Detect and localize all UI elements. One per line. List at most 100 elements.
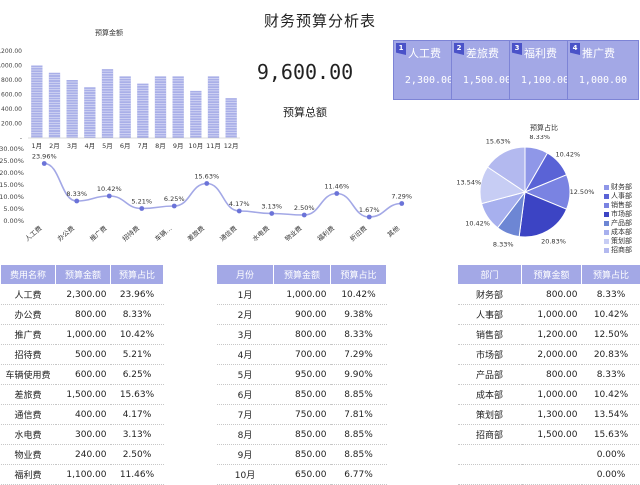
expense-ratio-cell[interactable]: 23.96% [111, 285, 164, 305]
dept-ratio-cell[interactable]: 12.50% [582, 325, 640, 345]
month-amount-cell[interactable]: 650.00 [274, 465, 331, 485]
dept-ratio-cell[interactable]: 0.00% [582, 445, 640, 465]
expense-amount-cell[interactable]: 240.00 [56, 445, 111, 465]
expense-amount-cell[interactable]: 400.00 [56, 405, 111, 425]
column-header[interactable]: 预算占比 [111, 265, 164, 285]
dept-ratio-cell[interactable]: 10.42% [582, 385, 640, 405]
expense-name-cell[interactable]: 物业费 [1, 445, 56, 465]
month-amount-cell[interactable]: 900.00 [274, 305, 331, 325]
dept-amount-cell[interactable]: 800.00 [522, 365, 582, 385]
month-amount-cell[interactable]: 700.00 [274, 345, 331, 365]
expense-name-cell[interactable]: 人工费 [1, 285, 56, 305]
month-ratio-cell[interactable]: 6.77% [331, 465, 387, 485]
expense-ratio-cell[interactable]: 3.13% [111, 425, 164, 445]
dept-ratio-cell[interactable]: 0.00% [582, 465, 640, 485]
column-header[interactable]: 预算金额 [274, 265, 331, 285]
table-row[interactable]: 0.00% [458, 445, 640, 465]
column-header[interactable]: 预算金额 [56, 265, 111, 285]
dept-amount-cell[interactable]: 1,500.00 [522, 425, 582, 445]
month-name-cell[interactable]: 1月 [217, 285, 274, 305]
expense-amount-cell[interactable]: 1,000.00 [56, 325, 111, 345]
dept-ratio-cell[interactable]: 20.83% [582, 345, 640, 365]
month-name-cell[interactable]: 5月 [217, 365, 274, 385]
column-header[interactable]: 预算占比 [331, 265, 387, 285]
month-ratio-cell[interactable]: 10.42% [331, 285, 387, 305]
month-amount-cell[interactable]: 1,000.00 [274, 285, 331, 305]
expense-ratio-cell[interactable]: 5.21% [111, 345, 164, 365]
month-name-cell[interactable]: 4月 [217, 345, 274, 365]
dept-ratio-cell[interactable]: 15.63% [582, 425, 640, 445]
month-name-cell[interactable]: 6月 [217, 385, 274, 405]
dept-amount-cell[interactable] [522, 445, 582, 465]
month-ratio-cell[interactable]: 8.33% [331, 325, 387, 345]
column-header[interactable]: 部门 [458, 265, 522, 285]
month-ratio-cell[interactable]: 8.85% [331, 445, 387, 465]
expense-amount-cell[interactable]: 2,300.00 [56, 285, 111, 305]
expense-name-cell[interactable]: 福利费 [1, 465, 56, 485]
dept-name-cell[interactable]: 财务部 [458, 285, 522, 305]
table-row[interactable]: 0.00% [458, 465, 640, 485]
month-amount-cell[interactable]: 850.00 [274, 385, 331, 405]
expense-name-cell[interactable]: 差旅费 [1, 385, 56, 405]
month-name-cell[interactable]: 7月 [217, 405, 274, 425]
expense-ratio-cell[interactable]: 10.42% [111, 325, 164, 345]
dept-ratio-cell[interactable]: 10.42% [582, 305, 640, 325]
dept-ratio-cell[interactable]: 8.33% [582, 285, 640, 305]
expense-amount-cell[interactable]: 1,500.00 [56, 385, 111, 405]
expense-name-cell[interactable]: 推广费 [1, 325, 56, 345]
expense-amount-cell[interactable]: 1,100.00 [56, 465, 111, 485]
dept-amount-cell[interactable]: 800.00 [522, 285, 582, 305]
dept-name-cell[interactable]: 市场部 [458, 345, 522, 365]
month-ratio-cell[interactable]: 9.38% [331, 305, 387, 325]
month-name-cell[interactable]: 9月 [217, 445, 274, 465]
month-amount-cell[interactable]: 850.00 [274, 445, 331, 465]
month-ratio-cell[interactable]: 7.29% [331, 345, 387, 365]
expense-ratio-cell[interactable]: 2.50% [111, 445, 164, 465]
column-header[interactable]: 预算占比 [582, 265, 640, 285]
expense-ratio-cell[interactable]: 11.46% [111, 465, 164, 485]
expense-ratio-cell[interactable]: 8.33% [111, 305, 164, 325]
dept-name-cell[interactable]: 销售部 [458, 325, 522, 345]
expense-amount-cell[interactable]: 500.00 [56, 345, 111, 365]
dept-amount-cell[interactable]: 2,000.00 [522, 345, 582, 365]
dept-amount-cell[interactable]: 1,200.00 [522, 325, 582, 345]
month-amount-cell[interactable]: 950.00 [274, 365, 331, 385]
dept-name-cell[interactable]: 成本部 [458, 385, 522, 405]
expense-name-cell[interactable]: 水电费 [1, 425, 56, 445]
dept-name-cell[interactable]: 产品部 [458, 365, 522, 385]
dept-amount-cell[interactable]: 1,300.00 [522, 405, 582, 425]
column-header[interactable]: 月份 [217, 265, 274, 285]
expense-amount-cell[interactable]: 300.00 [56, 425, 111, 445]
column-header[interactable]: 费用名称 [1, 265, 56, 285]
month-ratio-cell[interactable]: 9.90% [331, 365, 387, 385]
month-name-cell[interactable]: 10月 [217, 465, 274, 485]
month-amount-cell[interactable]: 750.00 [274, 405, 331, 425]
column-header[interactable]: 预算金额 [522, 265, 582, 285]
dept-ratio-cell[interactable]: 8.33% [582, 365, 640, 385]
dept-amount-cell[interactable]: 1,000.00 [522, 305, 582, 325]
dept-amount-cell[interactable] [522, 465, 582, 485]
month-ratio-cell[interactable]: 8.85% [331, 425, 387, 445]
